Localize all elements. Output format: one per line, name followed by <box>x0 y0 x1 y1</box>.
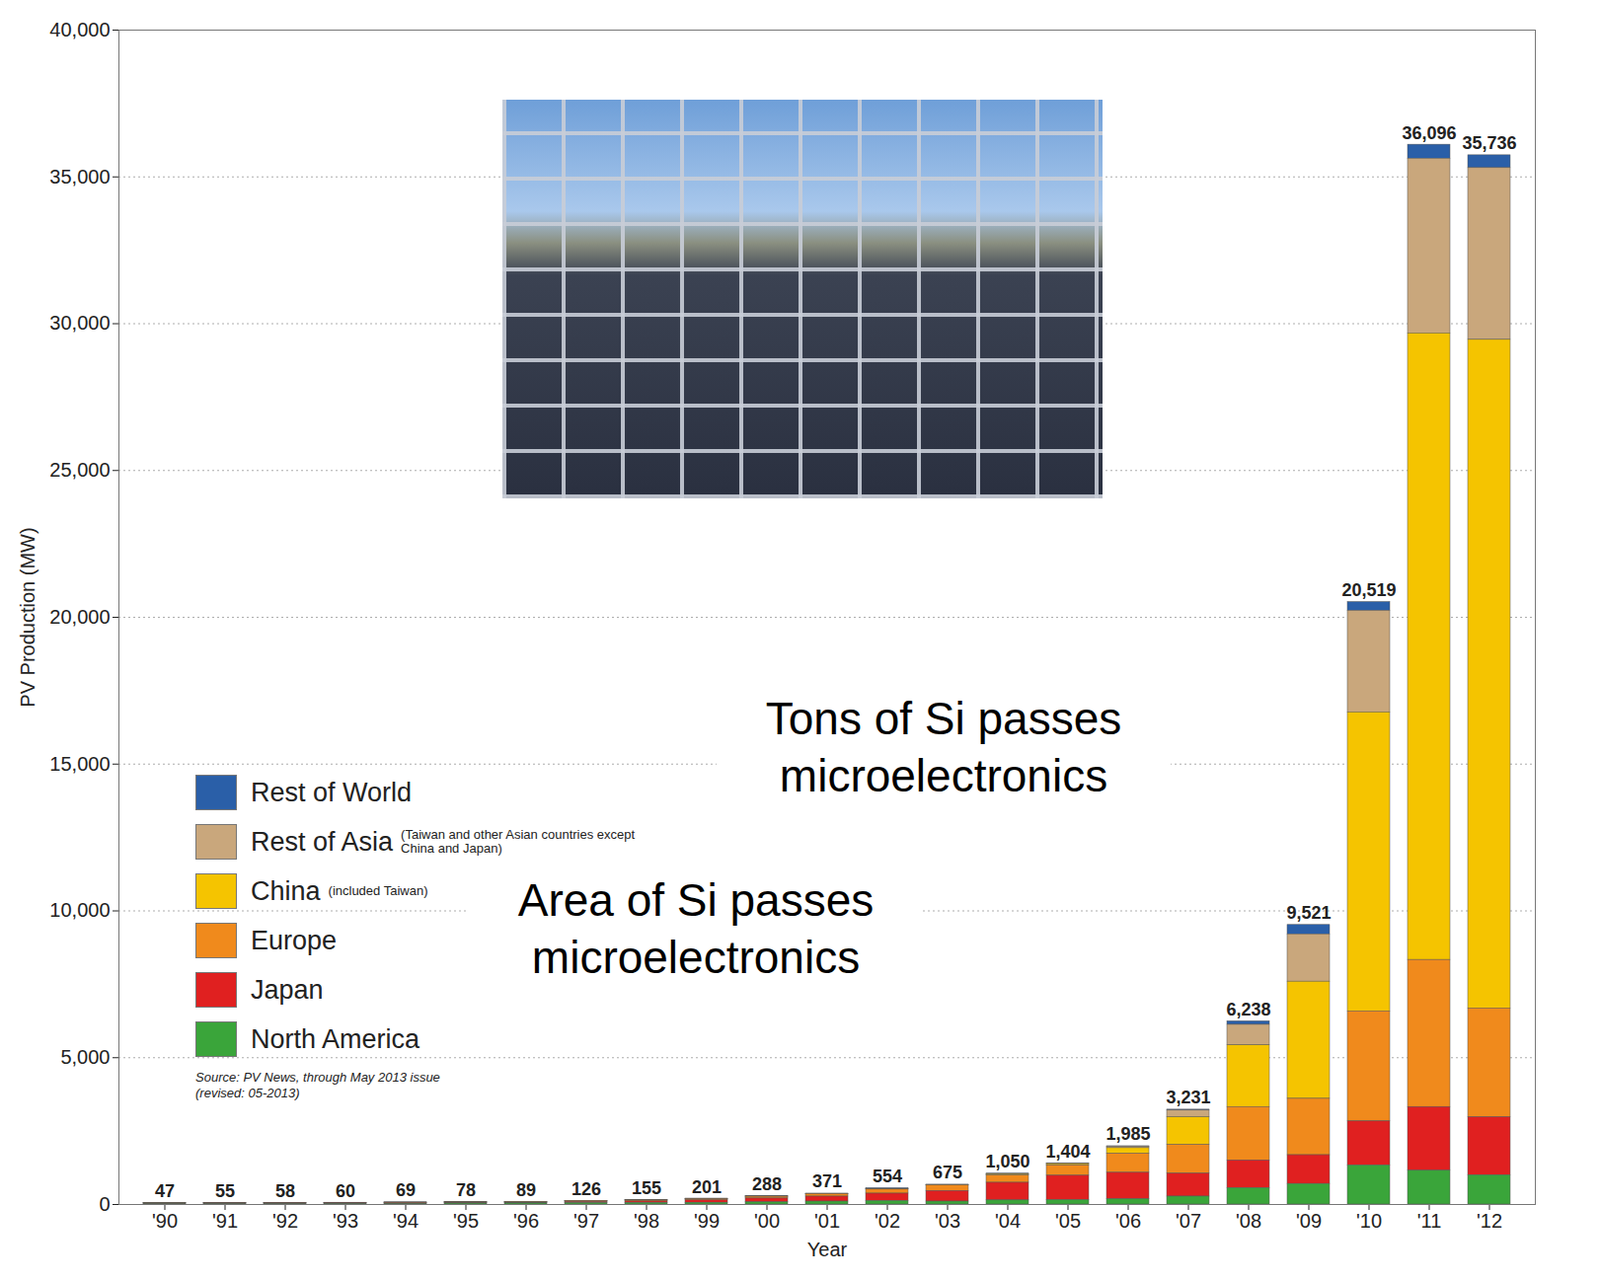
html-text:Tons of Si passes microelectro: Tons of Si passes microelectronics <box>765 692 1122 801</box>
html-text:North America: North America <box>250 1024 420 1054</box>
svg-text:'97: '97 <box>573 1210 600 1232</box>
html-text:Europe: Europe <box>250 925 337 955</box>
svg-text:1,404: 1,404 <box>1045 1142 1090 1162</box>
svg-text:'95: '95 <box>453 1210 479 1232</box>
svg-text:'04: '04 <box>994 1210 1021 1232</box>
svg-text:371: 371 <box>812 1171 842 1192</box>
svg-text:47: 47 <box>154 1181 175 1202</box>
svg-text:PV Production (MW): PV Production (MW) <box>16 527 39 707</box>
svg-text:554: 554 <box>872 1166 903 1187</box>
html-text:Area of Si passes microelectro: Area of Si passes microelectronics <box>517 874 874 983</box>
svg-text:5,000: 5,000 <box>60 1046 110 1068</box>
svg-text:78: 78 <box>456 1180 476 1201</box>
svg-text:55: 55 <box>215 1181 235 1202</box>
svg-text:'93: '93 <box>332 1210 359 1232</box>
svg-text:25,000: 25,000 <box>49 458 110 481</box>
svg-text:'05: '05 <box>1055 1210 1081 1232</box>
svg-text:60: 60 <box>335 1181 356 1202</box>
html-text:Rest of Asia (Taiwan and other: Rest of Asia (Taiwan and other Asian cou… <box>250 826 635 857</box>
svg-text:'96: '96 <box>513 1210 539 1232</box>
svg-text:6,238: 6,238 <box>1225 999 1271 1020</box>
svg-text:1,050: 1,050 <box>985 1151 1030 1172</box>
svg-text:'92: '92 <box>272 1210 299 1232</box>
svg-text:58: 58 <box>275 1181 296 1202</box>
svg-text:40,000: 40,000 <box>49 18 110 41</box>
svg-text:20,519: 20,519 <box>1341 580 1396 601</box>
svg-text:35,000: 35,000 <box>49 165 110 188</box>
svg-text:9,521: 9,521 <box>1286 903 1331 923</box>
svg-text:20,000: 20,000 <box>49 606 110 628</box>
html-text:Rest of World: Rest of World <box>250 777 412 807</box>
svg-text:'98: '98 <box>633 1210 660 1232</box>
svg-text:30,000: 30,000 <box>49 311 110 334</box>
svg-text:675: 675 <box>932 1162 963 1183</box>
svg-text:'90: '90 <box>152 1210 178 1232</box>
svg-text:'01: '01 <box>814 1210 840 1232</box>
svg-text:126: 126 <box>571 1179 602 1200</box>
svg-text:288: 288 <box>752 1174 782 1195</box>
svg-text:1,985: 1,985 <box>1105 1124 1150 1144</box>
svg-text:'94: '94 <box>392 1210 419 1232</box>
svg-text:201: 201 <box>691 1177 722 1198</box>
svg-text:'06: '06 <box>1115 1210 1142 1232</box>
svg-text:35,736: 35,736 <box>1461 133 1517 153</box>
svg-text:'11: '11 <box>1417 1210 1443 1232</box>
svg-text:'08: '08 <box>1235 1210 1262 1232</box>
svg-text:Year: Year <box>807 1238 848 1261</box>
svg-text:89: 89 <box>516 1180 536 1201</box>
svg-text:'91: '91 <box>212 1210 238 1232</box>
svg-text:69: 69 <box>395 1180 416 1201</box>
svg-text:15,000: 15,000 <box>49 753 110 775</box>
html-text:China (included Taiwan): China (included Taiwan) <box>250 876 428 906</box>
svg-text:155: 155 <box>631 1178 662 1199</box>
html-text:Source: PV News, through May 2: Source: PV News, through May 2013 issue … <box>195 1069 441 1101</box>
svg-text:3,231: 3,231 <box>1165 1087 1211 1108</box>
svg-text:'03: '03 <box>934 1210 961 1232</box>
svg-text:0: 0 <box>98 1193 110 1216</box>
html-text:Japan: Japan <box>250 974 324 1005</box>
svg-text:10,000: 10,000 <box>49 899 110 921</box>
svg-text:'02: '02 <box>874 1210 901 1232</box>
svg-text:'12: '12 <box>1476 1210 1503 1232</box>
svg-text:'07: '07 <box>1175 1210 1202 1232</box>
svg-text:36,096: 36,096 <box>1401 123 1456 144</box>
svg-text:'99: '99 <box>693 1210 720 1232</box>
svg-text:'09: '09 <box>1295 1210 1322 1232</box>
svg-text:'00: '00 <box>754 1210 780 1232</box>
svg-text:'10: '10 <box>1356 1210 1382 1232</box>
